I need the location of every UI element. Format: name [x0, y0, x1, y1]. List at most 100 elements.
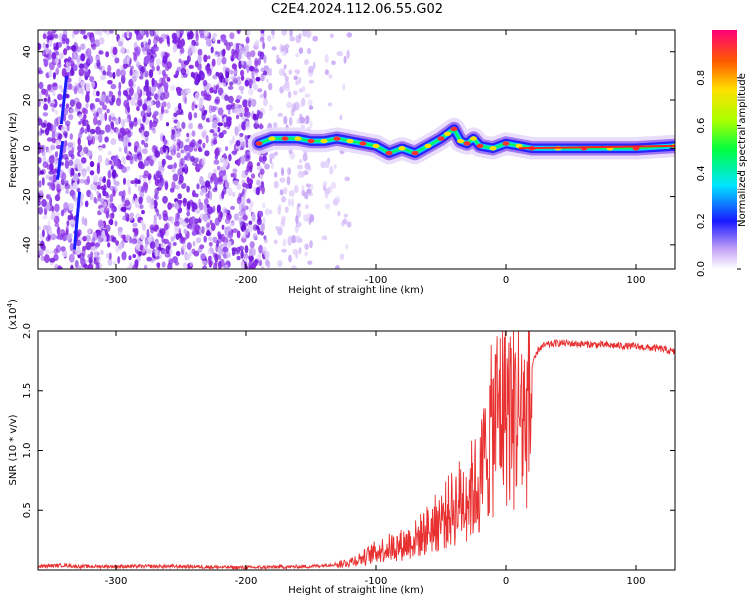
noise-blob: [222, 82, 227, 87]
noise-blob: [120, 206, 127, 212]
noise-blob: [121, 118, 125, 128]
noise-blob: [128, 262, 134, 269]
noise-blob: [117, 243, 123, 250]
noise-blob: [73, 30, 80, 35]
noise-blob: [227, 241, 232, 248]
noise-blob: [222, 129, 227, 135]
noise-blob: [79, 151, 85, 157]
noise-blob: [274, 171, 278, 178]
noise-blob: [126, 56, 130, 65]
noise-blob: [263, 70, 267, 76]
ridge-peak: [398, 146, 406, 151]
noise-blob: [160, 242, 164, 249]
y-tick-label: 0: [22, 145, 33, 151]
noise-blob: [157, 84, 161, 90]
noise-blob: [80, 43, 86, 50]
noise-blob: [234, 126, 239, 135]
noise-blob: [47, 220, 51, 226]
noise-blob: [46, 148, 53, 154]
noise-blob: [248, 99, 252, 108]
noise-blob: [40, 255, 45, 262]
noise-blob: [224, 208, 229, 214]
noise-blob: [38, 226, 41, 231]
noise-blob: [80, 53, 86, 62]
noise-blob: [148, 154, 153, 164]
noise-blob: [102, 230, 105, 235]
noise-blob: [46, 164, 51, 170]
noise-blob: [189, 261, 193, 267]
noise-blob: [296, 209, 301, 216]
noise-blob: [158, 69, 162, 75]
noise-blob: [194, 104, 198, 109]
noise-blob: [296, 70, 300, 76]
noise-blob: [142, 103, 148, 111]
noise-blob: [94, 198, 98, 205]
noise-blob: [70, 264, 74, 269]
noise-blob: [195, 237, 202, 244]
y-tick-label: -20: [22, 188, 33, 204]
noise-blob: [189, 224, 195, 230]
noise-blob: [258, 210, 264, 218]
noise-blob: [175, 212, 180, 221]
noise-blob: [86, 48, 92, 57]
noise-blob: [339, 253, 345, 261]
noise-blob: [289, 36, 296, 42]
noise-blob: [163, 81, 169, 90]
noise-blob: [304, 243, 309, 250]
noise-blob: [100, 249, 104, 255]
noise-blob: [293, 101, 300, 111]
noise-blob: [162, 55, 168, 64]
noise-blob: [150, 197, 155, 206]
noise-blob: [259, 155, 262, 163]
noise-blob: [304, 251, 308, 257]
ridge-peak: [444, 131, 451, 136]
noise-blob: [309, 240, 313, 249]
noise-blob: [196, 183, 200, 190]
noise-blob: [96, 165, 101, 175]
noise-blob: [38, 100, 41, 107]
noise-blob: [305, 115, 310, 125]
noise-blob: [57, 93, 63, 101]
noise-blob: [54, 203, 60, 212]
noise-blob: [212, 187, 218, 193]
noise-blob: [142, 90, 146, 97]
noise-blob: [259, 168, 265, 175]
noise-blob: [138, 251, 142, 257]
noise-blob: [232, 228, 238, 234]
noise-blob: [195, 76, 199, 83]
noise-blob: [176, 30, 180, 38]
noise-blob: [308, 79, 314, 84]
noise-blob: [169, 164, 174, 170]
noise-blob: [85, 82, 91, 92]
noise-blob: [46, 194, 50, 199]
noise-blob: [231, 63, 237, 70]
noise-blob: [132, 222, 138, 228]
signal-ridge: [247, 117, 675, 165]
noise-blob: [65, 103, 70, 109]
noise-blob: [127, 142, 132, 147]
noise-blob: [154, 187, 160, 196]
noise-blob: [141, 123, 145, 131]
noise-blob: [100, 74, 106, 81]
noise-blob: [197, 139, 203, 145]
noise-blob: [139, 204, 144, 210]
noise-blob: [233, 171, 237, 180]
y-tick-label: 1.0: [22, 443, 33, 459]
noise-blob: [110, 129, 114, 135]
noise-blob: [158, 182, 164, 189]
noise-blob: [177, 180, 182, 185]
noise-blob: [181, 242, 187, 251]
noise-blob: [283, 187, 288, 195]
noise-blob: [115, 127, 120, 135]
noise-blob: [224, 94, 229, 102]
noise-blob: [193, 112, 198, 119]
noise-blob: [212, 114, 217, 122]
noise-blob: [230, 221, 235, 227]
noise-blob: [235, 140, 241, 147]
noise-blob: [180, 67, 187, 76]
noise-blob: [231, 192, 236, 197]
noise-blob: [249, 200, 254, 208]
noise-blob: [97, 219, 104, 228]
noise-blob: [230, 173, 235, 178]
noise-blob: [38, 81, 44, 90]
